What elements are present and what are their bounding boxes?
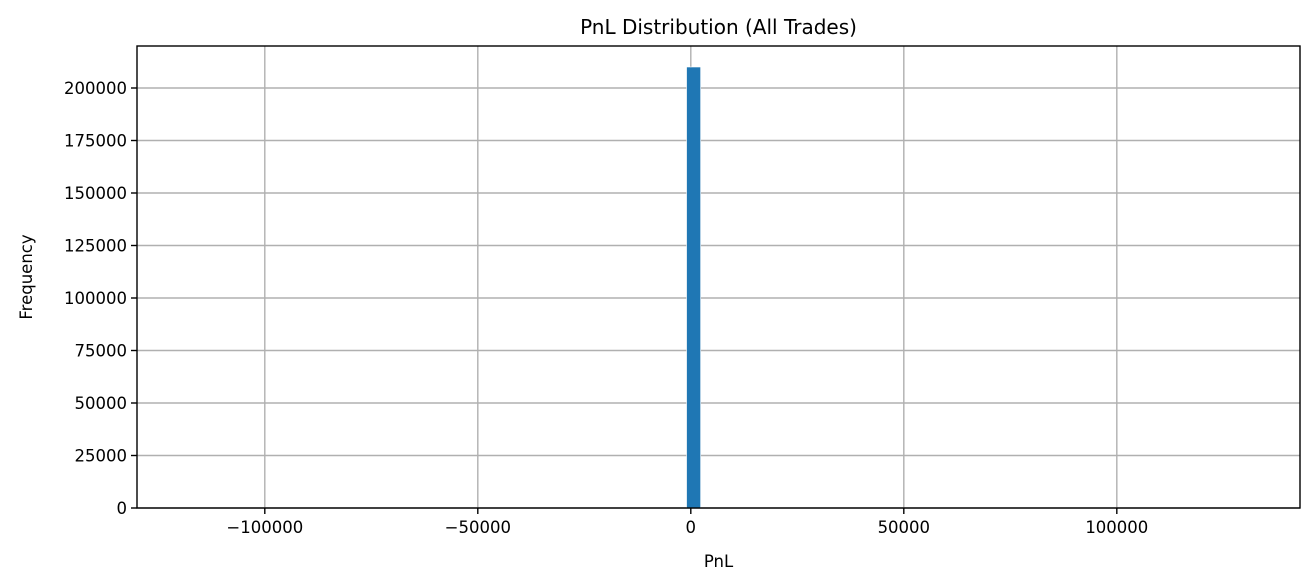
x-tick-label: −50000 [445, 518, 511, 537]
y-tick-label: 100000 [64, 289, 127, 308]
x-tick-label: 100000 [1085, 518, 1148, 537]
ticks-layer: −100000 −50000 0 50000 100000 0 25000 50000 7500… [64, 79, 1148, 537]
plot-frame [136, 45, 1301, 509]
y-tick-label: 25000 [75, 447, 128, 466]
y-axis-label: Frequency [17, 234, 36, 319]
bars-layer [686, 66, 701, 509]
grid-layer [137, 46, 1300, 509]
x-tick-label: −100000 [226, 518, 303, 537]
x-tick-label: 0 [686, 518, 697, 537]
y-tick-label: 0 [117, 499, 128, 518]
chart-title: PnL Distribution (All Trades) [580, 15, 857, 39]
y-tick-label: 200000 [64, 79, 127, 98]
x-tick-label: 50000 [878, 518, 931, 537]
histogram-bar [686, 66, 701, 509]
y-tick-label: 175000 [64, 132, 127, 151]
y-tick-label: 125000 [64, 237, 127, 256]
x-axis-label: PnL [704, 552, 734, 571]
y-tick-label: 150000 [64, 184, 127, 203]
y-tick-label: 75000 [75, 342, 128, 361]
y-tick-label: 50000 [75, 394, 128, 413]
